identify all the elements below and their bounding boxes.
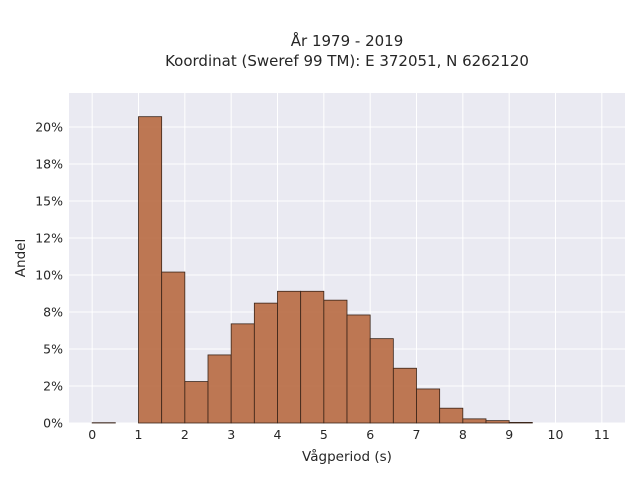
- y-tick-label: 15%: [35, 194, 63, 209]
- y-tick-label: 18%: [35, 157, 63, 172]
- histogram-bar: [323, 299, 348, 424]
- x-tick-label: 3: [227, 427, 235, 442]
- y-tick-labels: 0% 2% 5% 8% 10% 12% 15% 18% 20%: [35, 120, 63, 431]
- histogram-bar: [184, 381, 209, 424]
- y-axis-label: Andel: [13, 239, 29, 277]
- x-tick-label: 2: [181, 427, 189, 442]
- histogram-bar: [253, 302, 278, 424]
- x-tick-label: 10: [548, 427, 564, 442]
- y-tick-label: 0%: [43, 416, 63, 431]
- x-tick-label: 1: [135, 427, 143, 442]
- x-tick-label: 5: [320, 427, 328, 442]
- histogram-bar: [207, 354, 232, 424]
- x-tick-label: 0: [88, 427, 96, 442]
- histogram-bar: [230, 323, 255, 424]
- y-tick-label: 10%: [35, 268, 63, 283]
- histogram-bar: [138, 116, 163, 424]
- x-axis-label: Vågperiod (s): [302, 448, 392, 465]
- histogram-bar: [300, 290, 325, 424]
- x-tick-label: 6: [366, 427, 374, 442]
- histogram-bar: [485, 420, 510, 424]
- y-tick-label: 12%: [35, 231, 63, 246]
- x-tick-label: 7: [413, 427, 421, 442]
- y-tick-label: 5%: [43, 342, 63, 357]
- histogram-bar: [439, 407, 464, 424]
- x-tick-label: 4: [274, 427, 282, 442]
- histogram-bar: [392, 367, 417, 424]
- x-tick-label: 11: [594, 427, 610, 442]
- histogram-bar: [416, 388, 441, 424]
- y-tick-label: 8%: [43, 305, 63, 320]
- y-tick-label: 2%: [43, 379, 63, 394]
- chart-title-line1: År 1979 - 2019: [291, 31, 404, 50]
- x-tick-labels: 0 1 2 3 4 5 6 7 8 9 10 11: [88, 427, 610, 442]
- histogram-bar: [161, 271, 186, 424]
- histogram-bar: [369, 338, 394, 424]
- histogram-bar: [508, 422, 533, 424]
- x-tick-label: 9: [505, 427, 513, 442]
- y-tick-label: 20%: [35, 120, 63, 135]
- histogram-bar: [462, 418, 487, 424]
- histogram-bar: [277, 290, 302, 424]
- chart-title-line2: Koordinat (Sweref 99 TM): E 372051, N 62…: [165, 52, 529, 70]
- bars: [91, 116, 533, 424]
- x-tick-label: 8: [459, 427, 467, 442]
- histogram-bar: [346, 314, 371, 424]
